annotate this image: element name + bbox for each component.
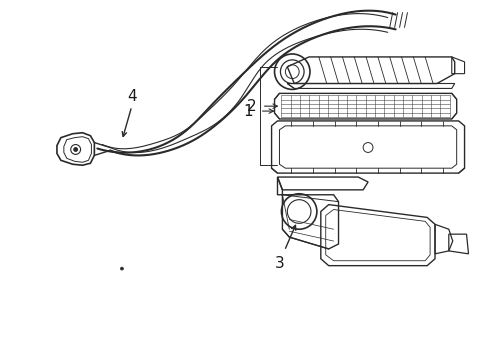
Text: 4: 4 <box>127 89 137 104</box>
Text: 3: 3 <box>274 256 284 271</box>
Circle shape <box>121 267 123 270</box>
Text: 1: 1 <box>243 104 253 118</box>
Text: 2: 2 <box>247 99 257 114</box>
Circle shape <box>74 148 77 152</box>
